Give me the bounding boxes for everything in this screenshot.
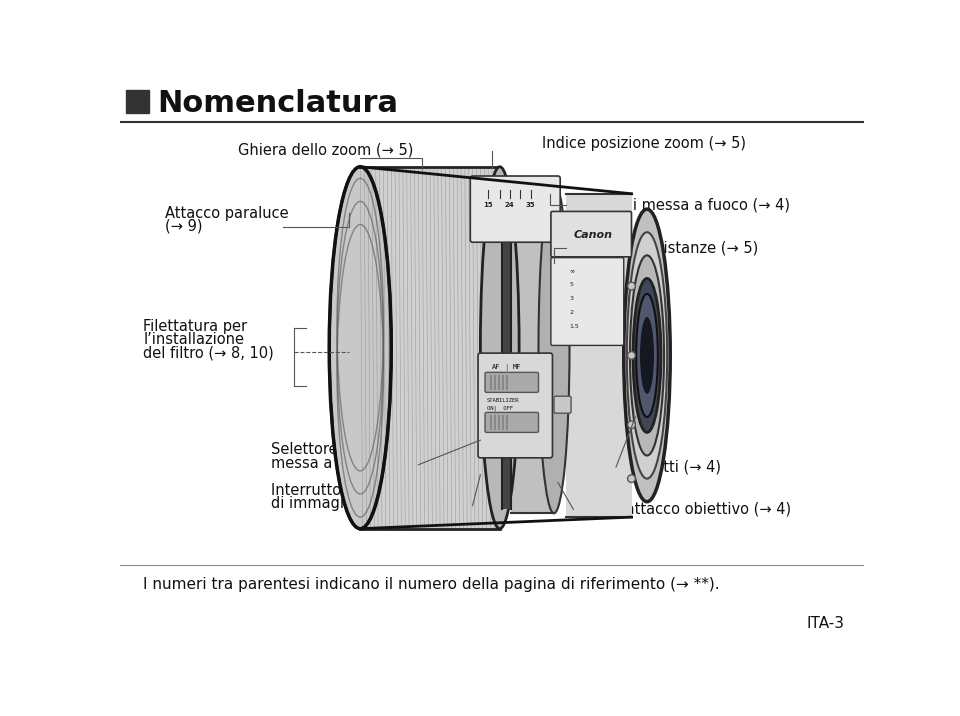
Text: ON|  OFF: ON| OFF <box>487 405 513 411</box>
Text: (→ 9): (→ 9) <box>165 219 203 233</box>
Text: Ghiera di messa a fuoco (→ 4): Ghiera di messa a fuoco (→ 4) <box>569 198 789 213</box>
Text: Indice posizione zoom (→ 5): Indice posizione zoom (→ 5) <box>542 136 746 151</box>
Ellipse shape <box>630 256 664 455</box>
Ellipse shape <box>329 167 392 528</box>
FancyBboxPatch shape <box>551 211 632 257</box>
Text: STABILIZER: STABILIZER <box>487 397 519 402</box>
Text: Canon: Canon <box>573 230 612 240</box>
Bar <box>360 167 500 528</box>
Circle shape <box>628 475 636 483</box>
Ellipse shape <box>624 209 670 502</box>
Circle shape <box>628 421 636 429</box>
Text: messa a fuoco (→ 4): messa a fuoco (→ 4) <box>271 455 420 470</box>
Circle shape <box>628 282 636 290</box>
FancyBboxPatch shape <box>478 353 552 458</box>
FancyBboxPatch shape <box>554 396 571 413</box>
Bar <box>512 182 554 513</box>
Text: Attacco paraluce: Attacco paraluce <box>165 205 289 221</box>
Text: MF: MF <box>513 364 521 370</box>
FancyBboxPatch shape <box>470 176 561 242</box>
Text: 1.5: 1.5 <box>569 324 579 329</box>
FancyBboxPatch shape <box>485 372 539 392</box>
FancyBboxPatch shape <box>485 412 539 432</box>
Text: I numeri tra parentesi indicano il numero della pagina di riferimento (→ **).: I numeri tra parentesi indicano il numer… <box>143 577 720 592</box>
Text: Nomenclatura: Nomenclatura <box>157 89 398 118</box>
Text: del filtro (→ 8, 10): del filtro (→ 8, 10) <box>143 345 274 360</box>
Ellipse shape <box>480 167 519 528</box>
Text: 15: 15 <box>483 202 492 208</box>
Text: Filettatura per: Filettatura per <box>143 319 248 334</box>
Bar <box>126 90 150 113</box>
Text: 5: 5 <box>569 282 573 287</box>
Text: Interruttore dello stabilizzatore: Interruttore dello stabilizzatore <box>271 483 498 498</box>
Circle shape <box>628 352 636 359</box>
Ellipse shape <box>539 182 569 513</box>
Text: AF: AF <box>492 364 500 370</box>
Text: Indice attacco obiettivo (→ 4): Indice attacco obiettivo (→ 4) <box>577 502 791 517</box>
Text: Selettore modalità di: Selettore modalità di <box>271 442 424 457</box>
Ellipse shape <box>640 317 654 394</box>
Text: |: | <box>505 364 507 372</box>
Text: Ghiera dello zoom (→ 5): Ghiera dello zoom (→ 5) <box>238 142 413 158</box>
Text: ITA-3: ITA-3 <box>806 616 845 631</box>
Text: 3: 3 <box>569 296 573 301</box>
Text: Scala delle distanze (→ 5): Scala delle distanze (→ 5) <box>569 240 757 255</box>
Text: Contatti (→ 4): Contatti (→ 4) <box>620 460 721 475</box>
Text: 2: 2 <box>569 310 573 315</box>
Bar <box>502 186 512 509</box>
Text: 35: 35 <box>526 202 536 208</box>
Ellipse shape <box>627 232 667 478</box>
Text: ∞: ∞ <box>569 268 575 274</box>
Ellipse shape <box>633 279 660 432</box>
Text: di immagine (→ 6): di immagine (→ 6) <box>271 496 404 511</box>
FancyBboxPatch shape <box>551 258 624 345</box>
Ellipse shape <box>636 294 658 417</box>
Text: 24: 24 <box>505 202 515 208</box>
Text: l’installazione: l’installazione <box>143 332 244 347</box>
Bar <box>565 194 632 517</box>
